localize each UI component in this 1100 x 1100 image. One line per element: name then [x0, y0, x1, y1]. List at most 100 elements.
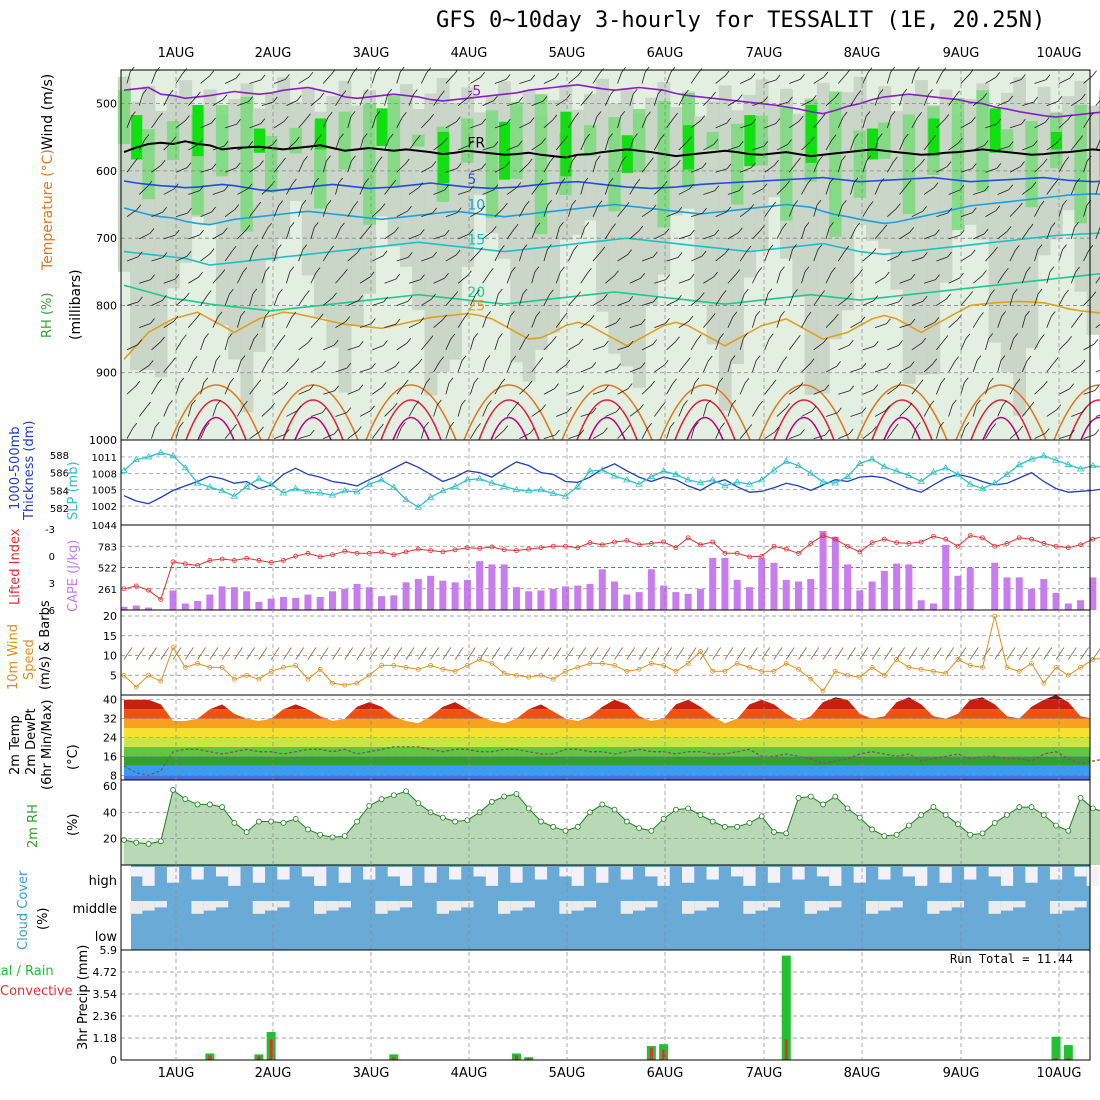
- wind-barb: [654, 406, 662, 417]
- lifted-marker: [894, 540, 900, 546]
- wind-barb: [837, 74, 847, 84]
- wind-barb-flag: [1080, 93, 1086, 100]
- cape-bar: [402, 582, 410, 610]
- isotherm-40-arc: [1080, 416, 1100, 441]
- wind-barb: [469, 338, 475, 350]
- wind-barb: [948, 142, 959, 151]
- wind-barb: [224, 429, 233, 439]
- day-axis-bottom: 1AUG 2AUG 3AUG 4AUG 5AUG 6AUG 7AUG 8AUG 9AUG 10AU…: [0, 1066, 1100, 1084]
- wind-barb: [874, 323, 887, 329]
- wind-barb-flag: [234, 204, 240, 210]
- precip-conv-bar: [662, 1049, 666, 1060]
- wind-barb-flag: [757, 267, 763, 273]
- rh-bright-region: [1050, 131, 1063, 150]
- wind-barb: [433, 361, 441, 373]
- rh-marker: [145, 841, 152, 847]
- wind-barb-flag: [204, 333, 209, 339]
- wind-barb-flag: [392, 402, 398, 409]
- wind-barb-flag: [897, 250, 903, 257]
- wind-barb: [994, 647, 1004, 660]
- lifted-marker: [477, 545, 483, 551]
- wind-barb-flag: [788, 96, 793, 103]
- wind-barb-flag: [768, 333, 774, 339]
- cape-bar: [512, 587, 520, 610]
- cape-bar: [770, 562, 778, 610]
- wind-barb: [715, 427, 721, 439]
- lifted-marker: [796, 550, 801, 556]
- wind-barb-flag: [370, 318, 376, 324]
- wind-barb-flag: [158, 112, 163, 119]
- cape-bar: [966, 567, 974, 610]
- wind-barb-flag: [184, 292, 190, 299]
- wind-barb-flag: [676, 160, 681, 166]
- wind-barb-flag: [524, 334, 530, 340]
- rh-green-region: [829, 91, 843, 237]
- wind-barb-flag: [829, 222, 834, 228]
- wind-barb: [936, 166, 948, 173]
- wind-barb: [359, 323, 372, 329]
- slp-marker: [525, 487, 533, 494]
- wind-barb: [972, 275, 983, 284]
- wind-barb: [286, 227, 291, 239]
- rh-marker: [194, 801, 201, 808]
- rh-marker: [918, 812, 925, 818]
- wind-barb: [507, 145, 519, 151]
- cloud-middle-block: [326, 901, 339, 911]
- wind-barb: [126, 256, 139, 262]
- wind-barb: [911, 300, 924, 306]
- rh-marker: [611, 806, 618, 813]
- wind-barb: [1034, 293, 1039, 306]
- wind-barb: [163, 234, 176, 240]
- wind-barb: [237, 145, 249, 151]
- wind-barb: [626, 647, 636, 660]
- wind-barb-flag: [301, 199, 307, 206]
- wind-barb-flag: [933, 182, 939, 188]
- wind-barb-flag: [817, 244, 823, 251]
- wind-barb: [408, 363, 419, 373]
- rh-mid-region: [694, 116, 708, 305]
- wind-barb: [690, 339, 698, 351]
- wind-barb-flag: [861, 362, 867, 369]
- wind-barb: [785, 647, 795, 660]
- wind-barb: [1034, 122, 1046, 129]
- rh-mid-region: [1098, 90, 1100, 360]
- wind-barb: [592, 205, 599, 217]
- wind-barb-flag: [503, 202, 508, 209]
- wind-speed-marker: [354, 680, 360, 686]
- wind-barb-flag: [162, 206, 167, 213]
- rh-marker: [439, 814, 446, 821]
- isotherm-40-arc: [883, 416, 921, 441]
- wind-barb: [421, 118, 430, 129]
- lifted-marker: [379, 549, 384, 555]
- wind-barb: [580, 96, 589, 106]
- wind-barb: [641, 385, 651, 395]
- wind-barb: [899, 232, 910, 240]
- wind-barb-flag: [455, 116, 461, 123]
- wind-barb-flag: [1064, 289, 1069, 296]
- wind-barb-flag: [357, 426, 362, 432]
- wind-barb: [543, 434, 556, 440]
- wind-barb-flag: [890, 111, 896, 117]
- wind-barb: [470, 76, 481, 84]
- cape-bar: [562, 586, 569, 610]
- dewpoint-line: [123, 746, 1100, 776]
- rh-bright-region: [253, 128, 266, 153]
- cloud-high-block: [314, 867, 327, 886]
- axis-label: Lifted Index: [8, 528, 23, 605]
- wind-barb: [335, 227, 341, 240]
- rh-marker: [452, 818, 459, 825]
- wind-barb: [641, 256, 654, 262]
- cape-bar: [844, 564, 852, 610]
- wind-barb-flag: [947, 207, 953, 214]
- cloud-high-block: [767, 867, 781, 883]
- wind-speed-marker: [526, 674, 532, 680]
- lifted-marker: [121, 586, 127, 592]
- wind-barb: [310, 139, 318, 151]
- wind-barb-flag: [672, 378, 677, 385]
- wind-barb: [540, 647, 550, 660]
- wind-barb-flag: [265, 266, 270, 273]
- cape-tick: 1044: [92, 521, 117, 532]
- wind-barb-flag: [444, 230, 450, 236]
- wind-barb-flag: [1028, 223, 1034, 230]
- wind-barb: [789, 433, 801, 440]
